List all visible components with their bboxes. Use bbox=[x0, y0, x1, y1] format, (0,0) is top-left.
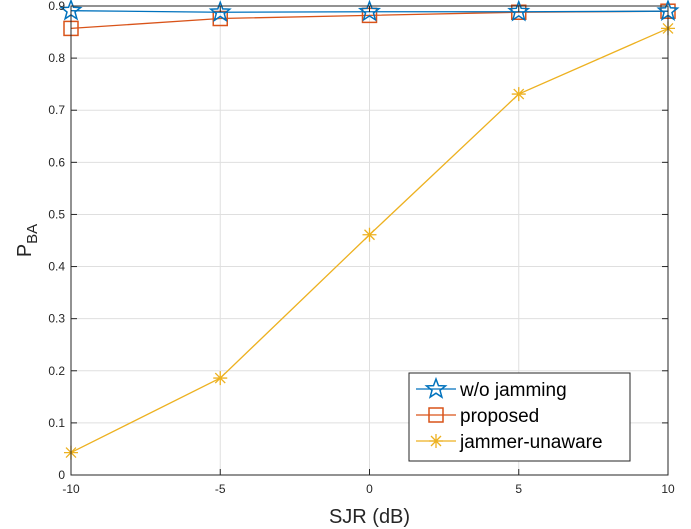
y-tick-label: 0.8 bbox=[48, 51, 65, 65]
y-tick-label: 0 bbox=[58, 468, 65, 482]
y-axis-label-sub: BA bbox=[24, 224, 41, 244]
legend: w/o jamming proposed jammer-unaware bbox=[408, 372, 631, 462]
legend-marker-proposed bbox=[428, 407, 444, 423]
y-tick-label: 0.2 bbox=[48, 364, 65, 378]
legend-label: proposed bbox=[460, 406, 539, 427]
legend-item-jammer-unaware: jammer-unaware bbox=[416, 432, 603, 453]
legend-box bbox=[408, 372, 631, 462]
x-tick-label: 0 bbox=[366, 482, 373, 496]
legend-marker-w-o-jamming bbox=[424, 376, 448, 399]
ticks: -10 -5 0 5 10 0 0.1 0.2 0.3 0.4 0.5 0.6 0.7 0.8 0.9 bbox=[48, 0, 675, 496]
legend-marker-jammer-unaware bbox=[429, 434, 443, 448]
legend-item-proposed: proposed bbox=[416, 406, 539, 427]
data-point-w-o-jamming bbox=[208, 0, 232, 23]
y-tick-label: 0.4 bbox=[48, 260, 65, 274]
legend-label: w/o jamming bbox=[459, 380, 567, 401]
y-tick-label: 0.1 bbox=[48, 416, 65, 430]
data-point-w-o-jamming bbox=[507, 0, 531, 22]
y-tick-label: 0.5 bbox=[48, 207, 65, 221]
x-tick-label: 5 bbox=[515, 482, 522, 496]
x-tick-label: -5 bbox=[215, 482, 226, 496]
y-tick-label: 0.3 bbox=[48, 312, 65, 326]
y-tick-label: 0.9 bbox=[48, 0, 65, 13]
y-tick-label: 0.6 bbox=[48, 155, 65, 169]
data-point-jammer-unaware bbox=[362, 227, 377, 242]
x-tick-label: 10 bbox=[661, 482, 675, 496]
data-point-jammer-unaware bbox=[213, 371, 228, 386]
y-axis-label-main: P bbox=[14, 244, 36, 257]
legend-label: jammer-unaware bbox=[459, 432, 603, 453]
svg-text:PBA: PBA bbox=[14, 224, 41, 257]
legend-item-w-o-jamming: w/o jamming bbox=[416, 376, 567, 401]
x-axis-label: SJR (dB) bbox=[329, 506, 410, 528]
data-point-jammer-unaware bbox=[511, 87, 526, 102]
y-axis-label: PBA bbox=[14, 224, 41, 257]
data-point-w-o-jamming bbox=[357, 0, 382, 22]
y-tick-label: 0.7 bbox=[48, 103, 65, 117]
x-tick-label: -10 bbox=[62, 482, 80, 496]
